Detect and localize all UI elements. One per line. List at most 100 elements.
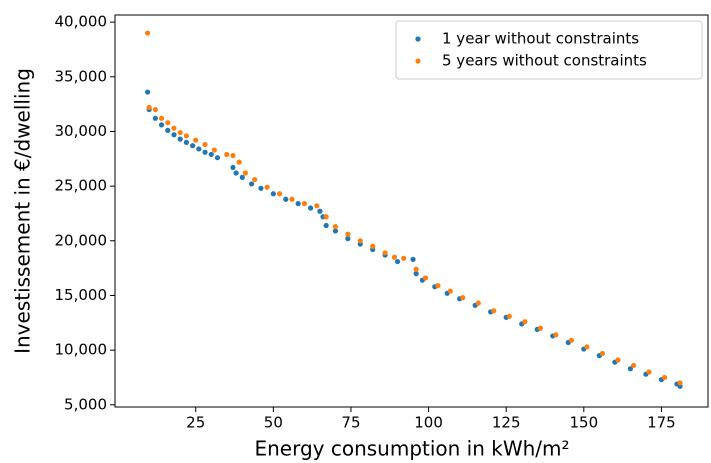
point	[506, 313, 512, 319]
point	[183, 139, 190, 145]
point	[158, 122, 165, 128]
point	[317, 208, 323, 214]
point	[370, 243, 376, 249]
point	[553, 332, 559, 338]
y-tick-label: 40,000	[55, 13, 108, 31]
legend-label: 5 years without constraints	[442, 52, 647, 70]
point	[171, 132, 177, 138]
point	[584, 344, 590, 350]
point	[230, 164, 236, 171]
point	[258, 185, 264, 191]
x-tick-label: 75	[341, 414, 360, 432]
point	[475, 300, 481, 306]
point	[289, 196, 295, 202]
point	[345, 231, 351, 237]
point	[401, 255, 407, 261]
point	[177, 136, 183, 142]
x-tick-label: 25	[186, 414, 205, 432]
point	[447, 288, 453, 294]
point	[537, 325, 543, 331]
point	[276, 191, 283, 197]
point	[193, 137, 199, 143]
point	[345, 236, 351, 242]
legend-label: 1 year without constraints	[442, 30, 639, 48]
y-tick-label: 25,000	[55, 177, 108, 195]
point	[230, 152, 236, 159]
point	[177, 129, 183, 136]
y-tick-label: 15,000	[55, 286, 108, 304]
plot-frame	[114, 14, 709, 408]
point	[190, 143, 196, 149]
point	[264, 184, 270, 190]
point	[435, 283, 441, 289]
point	[413, 270, 419, 277]
point	[323, 222, 329, 229]
point	[165, 127, 171, 133]
point	[152, 115, 158, 121]
point	[394, 258, 401, 265]
point	[283, 196, 289, 202]
point	[171, 125, 177, 131]
point	[252, 176, 258, 183]
point	[661, 374, 668, 381]
point	[202, 141, 208, 148]
point	[202, 149, 208, 155]
point	[599, 350, 606, 357]
point	[183, 133, 190, 139]
point	[627, 366, 633, 372]
point	[332, 223, 339, 230]
point	[301, 201, 307, 207]
legend-marker	[415, 36, 421, 42]
point	[295, 201, 301, 207]
y-axis-label: Investissement in €/dwelling	[11, 68, 35, 354]
x-tick-label: 125	[492, 414, 521, 432]
x-tick-label: 50	[264, 414, 283, 432]
point	[152, 106, 158, 113]
point	[249, 181, 255, 187]
point	[568, 337, 574, 343]
y-tick-label: 30,000	[55, 122, 108, 140]
point	[323, 214, 329, 220]
point	[224, 151, 230, 158]
legend-marker	[415, 58, 421, 64]
point	[208, 151, 214, 158]
point	[307, 205, 314, 211]
point	[391, 254, 398, 260]
point	[146, 104, 152, 110]
point	[677, 380, 683, 386]
point	[144, 89, 151, 95]
point	[646, 369, 652, 375]
x-tick-label: 175	[647, 414, 676, 432]
y-tick-label: 5,000	[64, 395, 107, 413]
point	[239, 174, 245, 180]
point	[211, 147, 217, 153]
point	[522, 319, 528, 325]
point	[270, 191, 276, 197]
point	[410, 256, 416, 262]
point	[357, 238, 363, 244]
point	[196, 146, 202, 152]
y-tick-label: 35,000	[55, 67, 108, 85]
point	[158, 115, 165, 121]
point	[615, 357, 621, 363]
x-tick-label: 100	[414, 414, 443, 432]
point	[242, 170, 248, 176]
point	[630, 362, 637, 369]
x-tick-label: 150	[569, 414, 598, 432]
point	[165, 120, 171, 126]
point	[422, 275, 429, 281]
point	[214, 155, 221, 161]
point	[233, 170, 239, 176]
point	[144, 30, 151, 36]
point	[236, 159, 242, 165]
point	[460, 295, 466, 301]
legend-box	[395, 20, 703, 80]
point	[314, 203, 320, 209]
x-axis-label: Energy consumption in kWh/m²	[254, 437, 569, 461]
point	[332, 228, 339, 234]
y-tick-label: 20,000	[55, 231, 108, 249]
y-tick-label: 10,000	[55, 341, 108, 359]
point	[382, 250, 388, 256]
point	[413, 266, 419, 272]
